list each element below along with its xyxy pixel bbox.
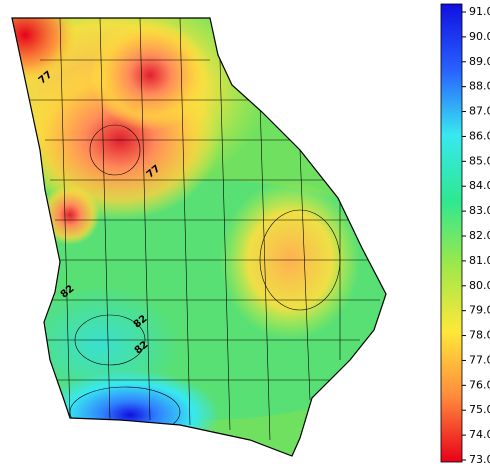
- colorbar-tick-label: 79.0: [469, 304, 490, 317]
- colorbar-body: [440, 3, 463, 463]
- colorbar-tick-label: 85.0: [469, 154, 490, 167]
- colorbar-tick-label: 91.0: [469, 5, 490, 18]
- colorbar-tick-label: 88.0: [469, 80, 490, 93]
- colorbar-tick-label: 84.0: [469, 179, 490, 192]
- colorbar-tick-label: 83.0: [469, 204, 490, 217]
- colorbar-tick-label: 73.0: [469, 453, 490, 466]
- colorbar-tick-label: 89.0: [469, 55, 490, 68]
- colorbar-tick-label: 86.0: [469, 129, 490, 142]
- colorbar-tick-label: 76.0: [469, 378, 490, 391]
- colorbar-tick-label: 75.0: [469, 403, 490, 416]
- colorbar-tick-label: 74.0: [469, 428, 490, 441]
- colorbar-tick-label: 82.0: [469, 229, 490, 242]
- colorbar-tick-label: 77.0: [469, 353, 490, 366]
- temperature-field: [12, 18, 386, 456]
- colorbar-tick-label: 81.0: [469, 254, 490, 267]
- colorbar-tick-label: 80.0: [469, 279, 490, 292]
- colorbar-tick-label: 90.0: [469, 30, 490, 43]
- colorbar: 91.0 90.0 89.0 88.0 87.0 86.0 85.0 84.0 83.0 82.0…: [440, 3, 490, 466]
- colorbar-tick-label: 78.0: [469, 329, 490, 342]
- colorbar-tick-label: 87.0: [469, 105, 490, 118]
